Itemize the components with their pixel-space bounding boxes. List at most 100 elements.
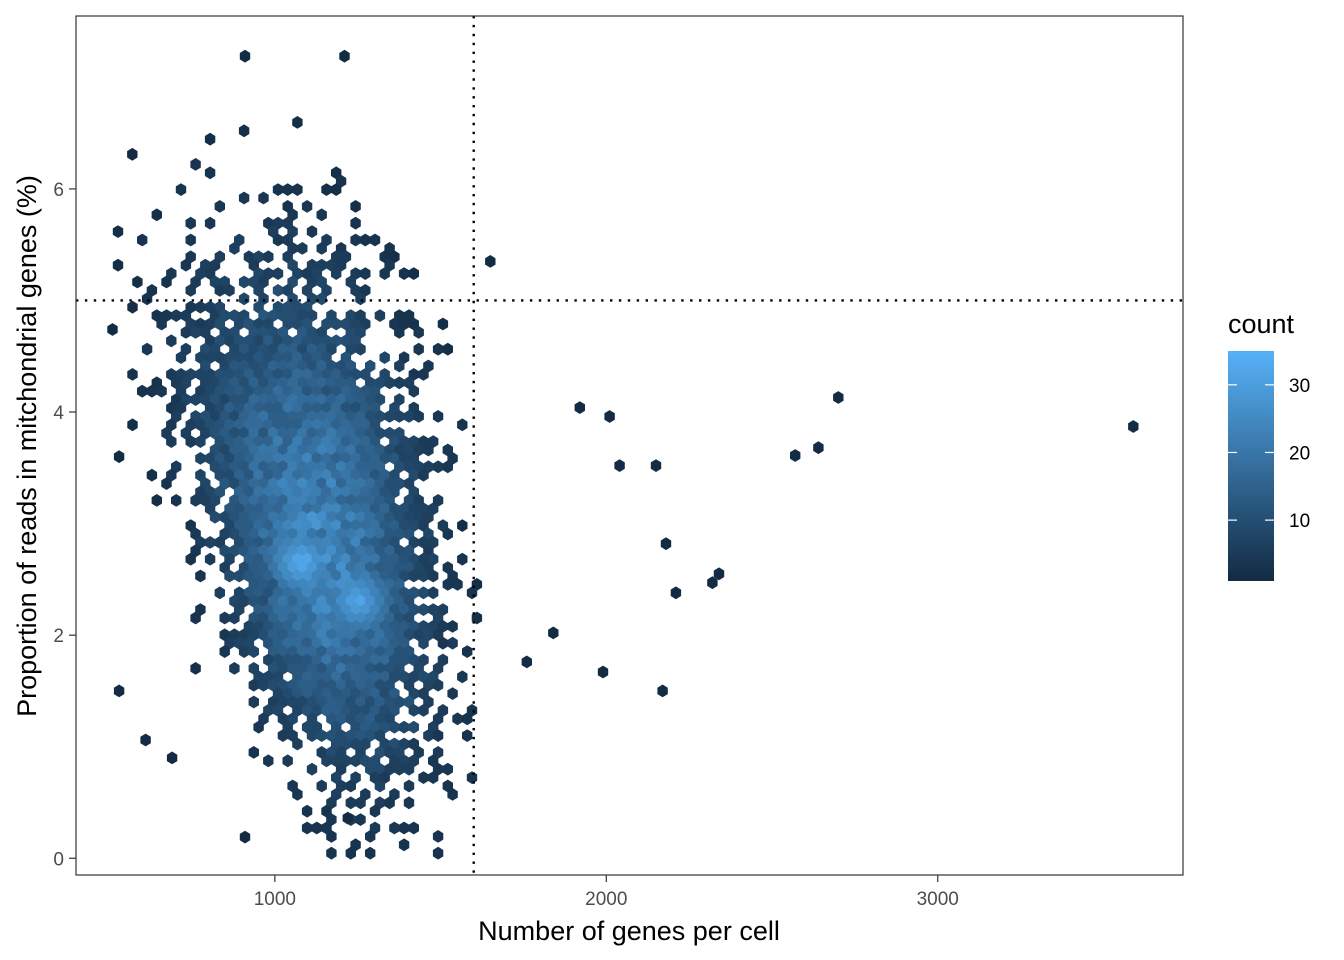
hex-bin — [321, 435, 332, 448]
hex-bin — [311, 334, 322, 348]
hex-bin — [389, 468, 400, 482]
hex-bin — [365, 376, 376, 390]
hex-bin — [321, 468, 332, 482]
hex-bin — [345, 376, 356, 390]
hex-bin — [365, 443, 376, 457]
hex-bin — [350, 334, 361, 348]
hex-bin — [408, 552, 419, 566]
hex-bin — [331, 670, 342, 684]
hex-bin — [287, 376, 298, 390]
hex-bin — [258, 275, 269, 289]
hex-bin — [374, 510, 386, 524]
hex-bin — [282, 586, 293, 600]
hex-bin — [311, 485, 322, 499]
hex-bin — [248, 678, 259, 692]
hex-bin — [224, 368, 235, 381]
hex-bin — [243, 317, 255, 331]
hex-bin — [316, 561, 327, 574]
hex-bin — [369, 452, 381, 465]
hex-bin — [365, 561, 376, 574]
hex-bin — [258, 426, 269, 440]
legend-ticks: 10 20 30 — [1228, 376, 1310, 532]
hex-bin — [321, 586, 332, 600]
hex-bin — [306, 326, 318, 339]
hex-bin — [369, 636, 381, 650]
hex-bin — [355, 561, 366, 574]
hex-bin — [321, 317, 332, 331]
hex-bin — [272, 552, 284, 566]
hex-bin-outlier — [239, 830, 251, 844]
hex-bin — [234, 603, 245, 616]
hex-bin — [282, 317, 293, 331]
hex-bin — [331, 267, 342, 280]
hex-bin — [418, 670, 429, 684]
hex-bin — [297, 561, 308, 574]
hex-bin — [311, 653, 322, 667]
hex-bin — [432, 830, 444, 843]
hex-bin — [355, 410, 366, 423]
hex-bin — [234, 334, 245, 348]
hex-bin — [272, 620, 284, 633]
hex-bin — [171, 309, 182, 322]
hex-bin — [243, 519, 255, 532]
hex-bin — [335, 494, 347, 507]
hex-bin — [204, 351, 216, 364]
hex-bin — [263, 485, 274, 499]
hex-bin — [258, 594, 269, 608]
hex-bin — [306, 376, 318, 390]
hex-bin — [282, 216, 293, 230]
hex-bin — [321, 754, 332, 768]
hex-bin — [408, 384, 419, 398]
hex-bin — [321, 401, 332, 415]
hex-bin — [297, 527, 308, 541]
hex-bin — [253, 569, 264, 583]
hex-bin — [394, 443, 405, 457]
hex-bin — [180, 426, 192, 440]
hex-bin — [384, 242, 395, 255]
hex-bin — [311, 704, 322, 717]
hex-bin — [151, 309, 162, 322]
hex-bin — [306, 561, 318, 574]
hex-bin — [350, 216, 361, 230]
hex-bin — [374, 309, 386, 322]
hex-bin — [384, 628, 395, 642]
hex-bin — [379, 670, 390, 684]
hex-bin — [311, 620, 322, 633]
hex-bin-outlier — [657, 684, 668, 698]
hex-bin — [350, 670, 361, 684]
hex-bin — [408, 603, 419, 616]
hex-bin — [306, 527, 318, 541]
hex-bin — [292, 519, 303, 532]
hex-bin — [413, 561, 424, 574]
hex-bin — [287, 695, 298, 709]
hex-bin — [350, 536, 361, 549]
hex-bin — [365, 393, 376, 406]
hex-bin — [292, 317, 303, 331]
hex-bin — [379, 603, 390, 616]
hex-bin — [360, 435, 371, 448]
hex-bin — [277, 544, 289, 558]
hex-bin — [340, 670, 352, 684]
x-axis-ticks: 1000 2000 3000 — [254, 875, 959, 910]
y-tick-label: 0 — [53, 849, 64, 870]
hex-bin — [282, 452, 293, 465]
hex-bin-outlier — [339, 49, 350, 63]
hex-bin — [316, 678, 327, 692]
hex-bin — [403, 695, 415, 709]
hex-bin — [301, 485, 313, 499]
hex-bin — [137, 233, 148, 247]
hex-bin — [321, 536, 332, 549]
hex-bin — [229, 662, 240, 675]
hex-bin — [301, 821, 313, 835]
hex-bin — [360, 317, 371, 331]
hex-bin — [365, 410, 376, 423]
hex-bin — [365, 426, 376, 440]
hex-bin — [384, 410, 395, 423]
hex-bin — [408, 519, 419, 532]
hex-bin — [243, 452, 255, 465]
hex-bin — [394, 746, 405, 759]
hex-bin — [360, 384, 371, 398]
hex-bin — [238, 477, 250, 490]
hex-bin — [282, 620, 293, 633]
hex-bin — [292, 351, 303, 364]
